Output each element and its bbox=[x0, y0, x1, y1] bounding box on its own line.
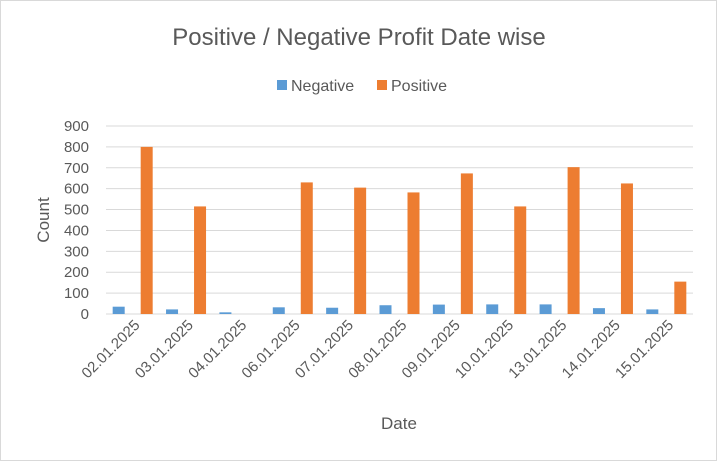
y-tick-label: 700 bbox=[64, 160, 89, 177]
y-tick-label: 500 bbox=[64, 202, 89, 219]
y-tick-label: 200 bbox=[64, 264, 89, 281]
x-axis-label: Date bbox=[381, 414, 417, 433]
bar-positive-14.01.2025 bbox=[620, 183, 633, 314]
y-tick-label: 900 bbox=[64, 118, 89, 135]
y-axis-ticks: 0 100 200 300 400 500 600 700 800 900 bbox=[64, 118, 89, 323]
y-tick-label: 300 bbox=[64, 243, 89, 260]
chart-title: Positive / Negative Profit Date wise bbox=[172, 24, 546, 51]
y-tick-label: 100 bbox=[64, 285, 89, 302]
legend-label-positive: Positive bbox=[391, 78, 447, 95]
y-tick-label: 0 bbox=[81, 306, 89, 323]
bar-negative-04.01.2025 bbox=[219, 312, 232, 314]
bar-negative-07.01.2025 bbox=[326, 307, 339, 314]
bar-positive-06.01.2025 bbox=[300, 182, 313, 314]
bar-positive-10.01.2025 bbox=[514, 206, 527, 314]
bar-negative-02.01.2025 bbox=[112, 306, 125, 314]
legend: Negative Positive bbox=[277, 78, 447, 95]
legend-swatch-positive bbox=[377, 80, 387, 90]
legend-label-negative: Negative bbox=[291, 78, 354, 95]
bar-negative-14.01.2025 bbox=[592, 308, 605, 314]
bar-negative-08.01.2025 bbox=[379, 305, 392, 314]
y-tick-label: 400 bbox=[64, 222, 89, 239]
y-tick-label: 800 bbox=[64, 139, 89, 156]
bar-negative-09.01.2025 bbox=[432, 304, 445, 314]
bar-positive-13.01.2025 bbox=[567, 167, 580, 314]
bar-negative-06.01.2025 bbox=[272, 307, 285, 314]
bar-positive-07.01.2025 bbox=[354, 187, 367, 314]
bar-positive-15.01.2025 bbox=[674, 281, 687, 314]
bar-negative-15.01.2025 bbox=[646, 309, 659, 314]
x-axis-ticks: 02.01.202503.01.202504.01.202506.01.2025… bbox=[78, 317, 677, 382]
x-tick-label: 15.01.2025 bbox=[612, 317, 677, 382]
bar-negative-13.01.2025 bbox=[539, 304, 552, 314]
y-tick-label: 600 bbox=[64, 181, 89, 198]
bar-positive-09.01.2025 bbox=[460, 173, 473, 314]
bar-negative-10.01.2025 bbox=[486, 304, 499, 314]
bar-negative-03.01.2025 bbox=[166, 309, 179, 314]
legend-swatch-negative bbox=[277, 80, 287, 90]
bar-positive-02.01.2025 bbox=[140, 146, 153, 314]
y-axis-label: Count bbox=[34, 197, 53, 243]
bar-positive-08.01.2025 bbox=[407, 192, 420, 314]
bars bbox=[112, 146, 687, 314]
bar-positive-03.01.2025 bbox=[194, 206, 207, 314]
